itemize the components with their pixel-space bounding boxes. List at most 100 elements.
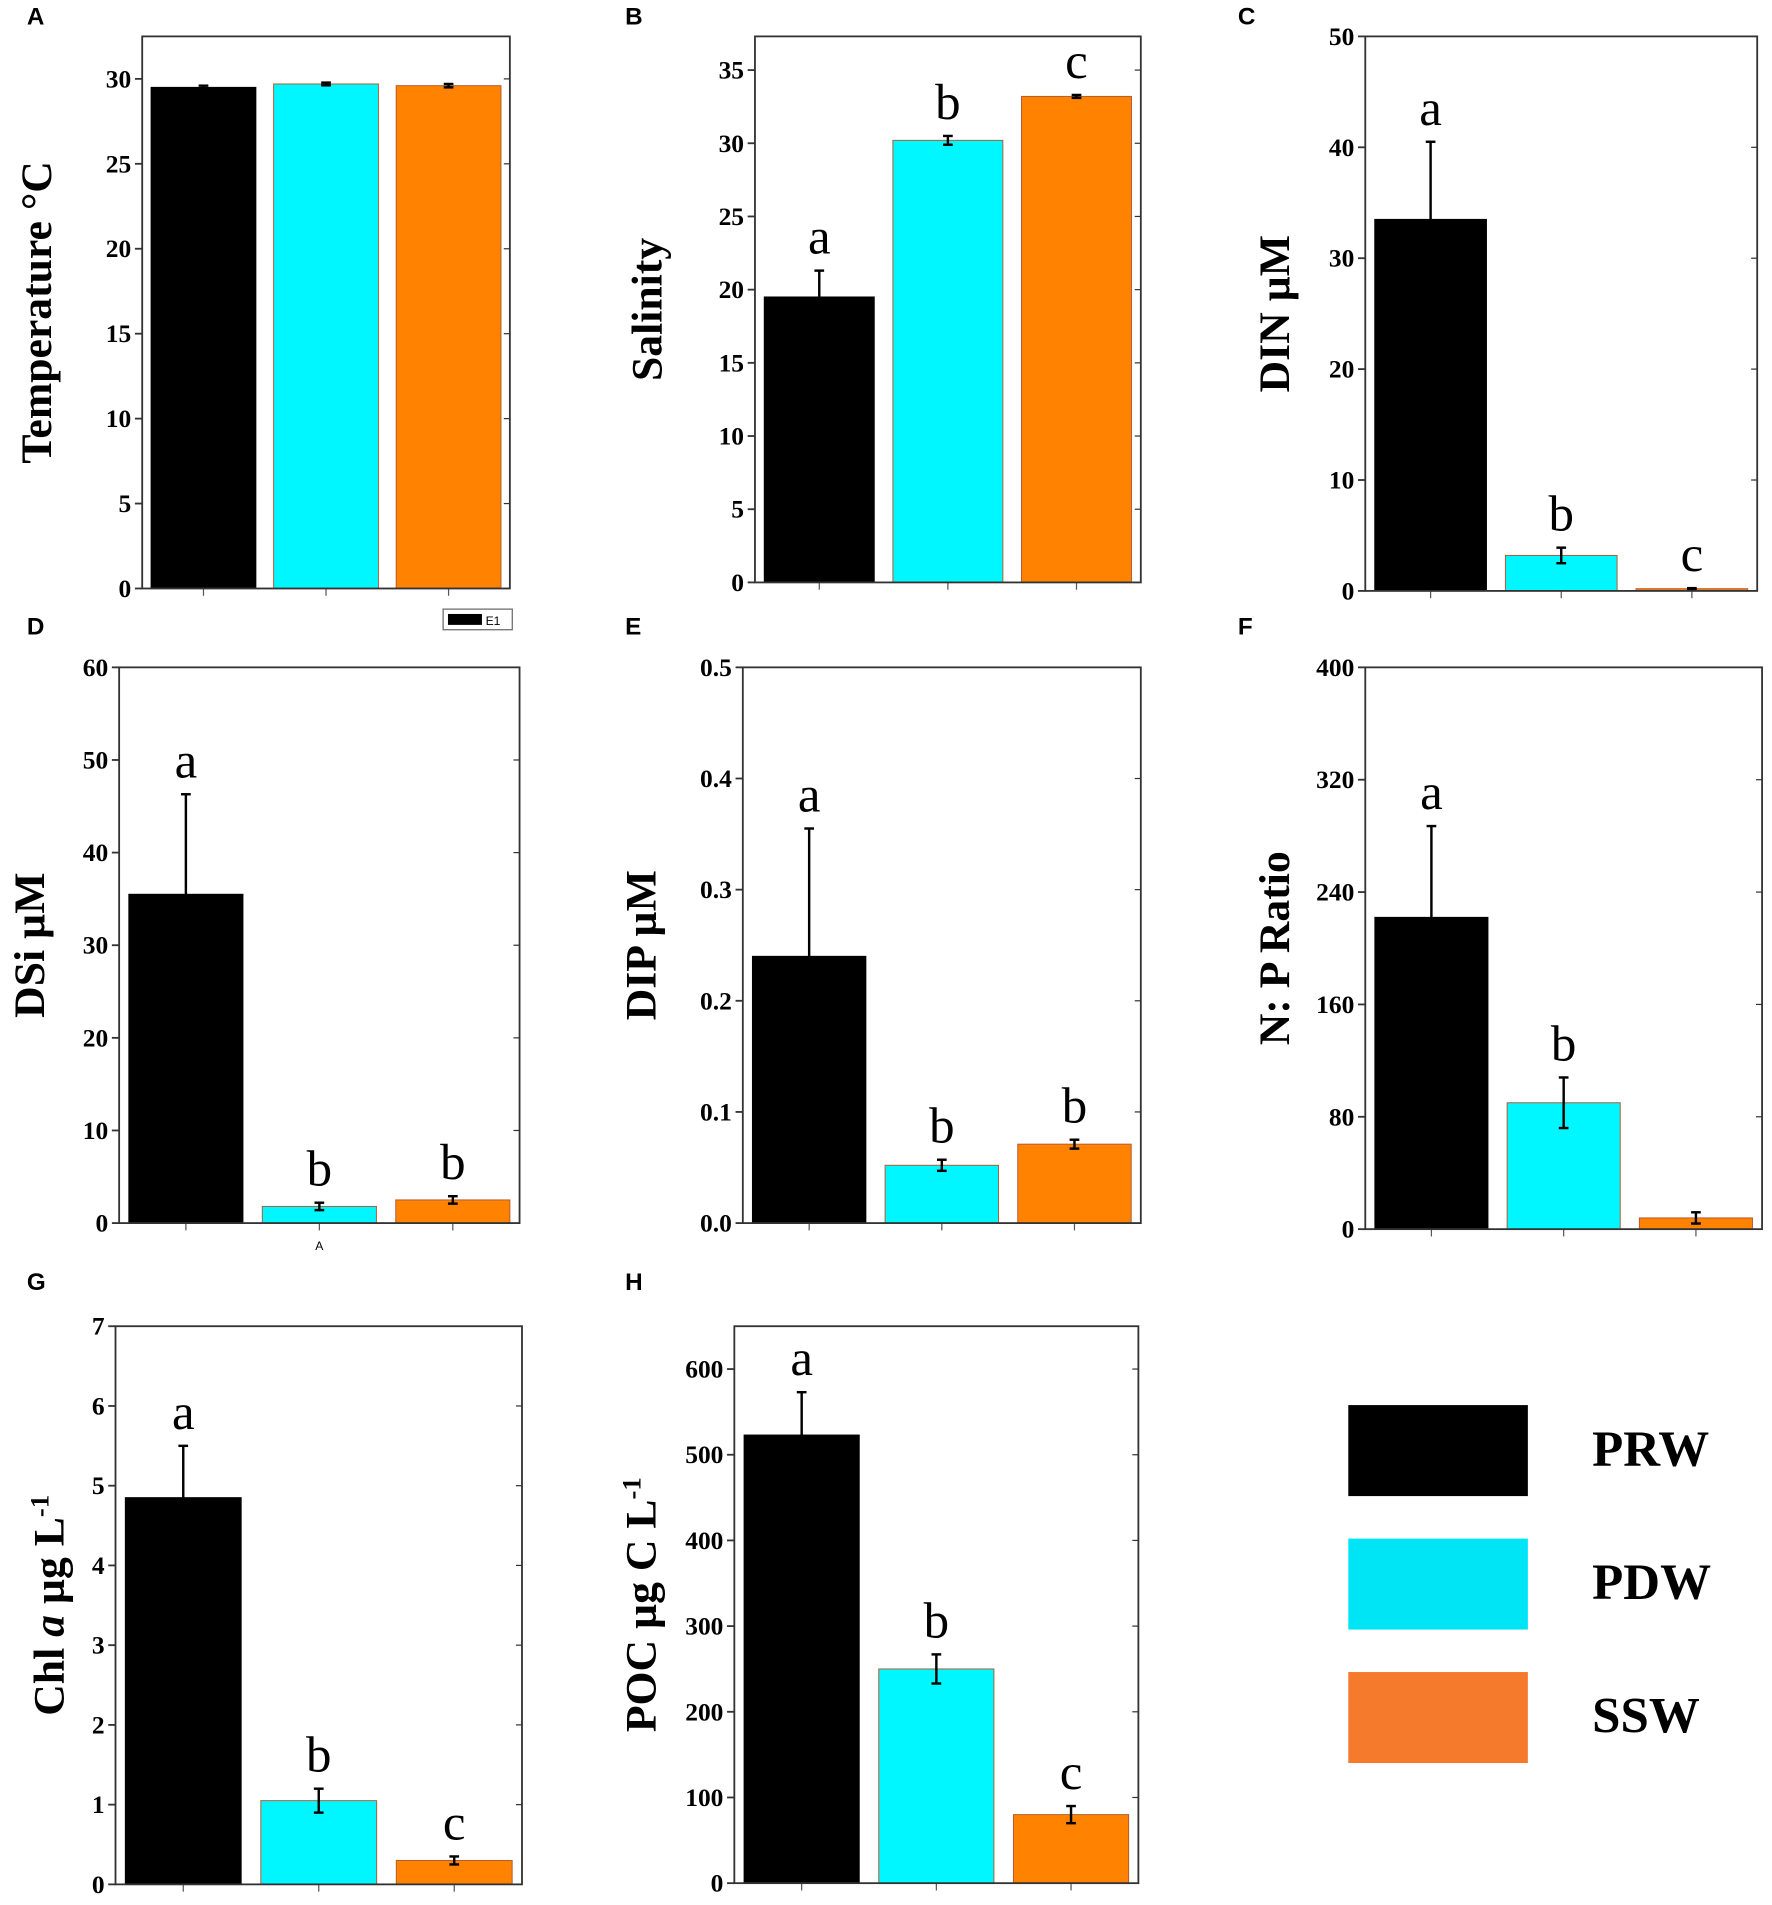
y-tick-label: 30 bbox=[106, 64, 131, 93]
significance-letter: b bbox=[929, 1099, 954, 1155]
significance-letter: c bbox=[1681, 527, 1704, 583]
bar-SSW bbox=[1012, 1814, 1130, 1884]
legend-swatch-SSW bbox=[1348, 1672, 1528, 1764]
plot-frame bbox=[1364, 666, 1763, 1231]
y-tick-label: 400 bbox=[1316, 653, 1354, 682]
y-tick-label: 6 bbox=[92, 1391, 105, 1420]
panel-B: Ba b c 0 5 10 15 20 25 30 35 Salinity bbox=[624, 3, 1142, 597]
y-tick-label: 0.0 bbox=[700, 1209, 732, 1238]
y-tick-label: 0 bbox=[92, 1870, 105, 1899]
y-tick-label: 10 bbox=[719, 422, 744, 451]
y-tick-label: 50 bbox=[1329, 22, 1354, 51]
legend-swatch-PRW bbox=[1348, 1405, 1528, 1497]
significance-letter: c bbox=[1065, 34, 1088, 90]
y-tick-label: 0 bbox=[711, 1869, 724, 1898]
significance-letter: a bbox=[790, 1331, 813, 1387]
y-tick-label: 2 bbox=[92, 1710, 105, 1739]
y-axis-label: Chl a µg L-1 bbox=[24, 1495, 73, 1716]
inset-legend-label: E1 bbox=[486, 614, 501, 628]
y-tick-label: 0 bbox=[731, 568, 744, 597]
significance-letter: b bbox=[1549, 487, 1574, 543]
y-tick-label: 50 bbox=[83, 745, 108, 774]
y-axis-label-part: N: P Ratio bbox=[1251, 851, 1299, 1045]
y-axis-label-part: Temperature °C bbox=[13, 161, 61, 464]
plot-frame bbox=[754, 35, 1142, 584]
y-tick-label: 0.5 bbox=[700, 653, 732, 682]
y-tick-label: 5 bbox=[731, 495, 744, 524]
significance-letter: b bbox=[440, 1135, 465, 1191]
legend-swatch-PDW bbox=[1348, 1538, 1528, 1630]
y-tick-label: 200 bbox=[685, 1697, 723, 1726]
y-tick-label: 35 bbox=[719, 56, 744, 85]
y-axis-label: N: P Ratio bbox=[1251, 851, 1299, 1045]
bar-PRW bbox=[743, 1434, 860, 1884]
y-tick-label: 0 bbox=[119, 574, 132, 603]
panel-label: C bbox=[1238, 3, 1256, 30]
y-tick-label: 5 bbox=[119, 489, 132, 518]
y-tick-label: 500 bbox=[685, 1440, 723, 1469]
y-tick-label: 0 bbox=[95, 1209, 108, 1238]
bar-PDW bbox=[878, 1668, 995, 1884]
y-tick-label: 4 bbox=[92, 1551, 105, 1580]
y-axis-label-part: a bbox=[25, 1615, 73, 1637]
y-axis-label-part: DIP µM bbox=[617, 870, 665, 1020]
y-axis-label-part: Chl bbox=[25, 1637, 73, 1716]
x-tick-label: A bbox=[315, 1239, 324, 1253]
y-tick-label: 320 bbox=[1316, 765, 1354, 794]
bar-PRW bbox=[150, 86, 257, 589]
bar-SSW bbox=[1017, 1143, 1132, 1224]
y-tick-label: 20 bbox=[83, 1023, 108, 1052]
panel-E: Ea b b 0.0 0.1 0.2 0.3 0.4 0.5 DIP µM bbox=[617, 614, 1142, 1238]
y-axis-label-part: -1 bbox=[24, 1495, 54, 1517]
y-tick-label: 3 bbox=[92, 1631, 105, 1660]
y-tick-label: 400 bbox=[685, 1526, 723, 1555]
y-axis-label: DIN µM bbox=[1251, 235, 1299, 392]
significance-letter: a bbox=[808, 210, 831, 266]
y-tick-label: 100 bbox=[685, 1783, 723, 1812]
y-axis-label-part: -1 bbox=[616, 1477, 646, 1499]
y-tick-label: 10 bbox=[83, 1116, 108, 1145]
y-tick-label: 25 bbox=[719, 202, 744, 231]
y-tick-label: 15 bbox=[106, 319, 131, 348]
legend-label: SSW bbox=[1592, 1689, 1700, 1745]
y-axis-label-part: DSi µM bbox=[6, 873, 54, 1018]
y-tick-label: 10 bbox=[1329, 466, 1354, 495]
plot-frame bbox=[1364, 35, 1759, 592]
significance-letter: a bbox=[1419, 81, 1442, 137]
panel-label: A bbox=[27, 3, 45, 30]
significance-letter: b bbox=[307, 1142, 332, 1198]
y-tick-label: 20 bbox=[1329, 355, 1354, 384]
y-tick-label: 0.3 bbox=[700, 875, 732, 904]
y-tick-label: 60 bbox=[83, 653, 108, 682]
y-tick-label: 240 bbox=[1316, 878, 1354, 907]
y-tick-label: 10 bbox=[106, 404, 131, 433]
significance-letter: b bbox=[306, 1728, 331, 1784]
panel-H: Ha b c 0 100 200 300 400 500 600 POC µg C L-1 bbox=[616, 1269, 1140, 1898]
bar-SSW bbox=[395, 85, 502, 589]
significance-letter: b bbox=[1551, 1016, 1576, 1072]
plot-frame bbox=[141, 35, 511, 590]
y-tick-label: 30 bbox=[719, 129, 744, 158]
legend: PRW PDW SSW bbox=[1348, 1405, 1711, 1764]
bar-PRW bbox=[124, 1497, 242, 1885]
y-axis-label-part: µg L bbox=[25, 1517, 73, 1615]
significance-letter: a bbox=[172, 1385, 195, 1441]
y-tick-label: 7 bbox=[92, 1312, 105, 1341]
significance-letter: b bbox=[935, 75, 960, 131]
y-axis-label: POC µg C L-1 bbox=[616, 1477, 665, 1732]
y-tick-label: 0.1 bbox=[700, 1097, 732, 1126]
bar-SSW bbox=[1021, 95, 1132, 583]
y-tick-label: 300 bbox=[685, 1612, 723, 1641]
panel-A: A 0 5 10 15 20 25 30 Temperature °C E1 bbox=[13, 3, 513, 631]
y-axis-label: DSi µM bbox=[6, 873, 54, 1018]
y-tick-label: 160 bbox=[1316, 990, 1354, 1019]
y-axis-label: Temperature °C bbox=[13, 161, 61, 464]
bar-PDW bbox=[260, 1800, 378, 1885]
panel-label: G bbox=[27, 1269, 46, 1296]
plot-frame bbox=[114, 1325, 523, 1886]
plot-frame bbox=[733, 1325, 1140, 1885]
y-tick-label: 20 bbox=[719, 275, 744, 304]
bar-PRW bbox=[763, 296, 875, 583]
panel-C: Ca b c 0 10 20 30 40 50 DIN µM bbox=[1238, 3, 1759, 605]
y-axis-label-part: POC µg C L bbox=[617, 1500, 665, 1733]
